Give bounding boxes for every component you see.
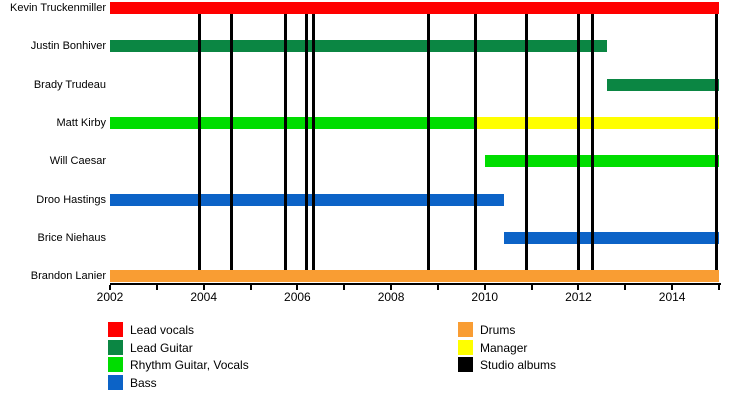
- timeline-bar-segment: [484, 155, 719, 168]
- studio-album-line: [715, 14, 719, 270]
- axis-tick: [390, 285, 393, 290]
- studio-album-line: [230, 14, 234, 270]
- axis-tick-label: 2002: [96, 290, 124, 304]
- studio-album-line: [284, 14, 288, 270]
- member-label: Droo Hastings: [36, 193, 106, 206]
- axis-tick: [436, 285, 439, 290]
- studio-album-line: [305, 14, 309, 270]
- legend-label: Studio albums: [480, 358, 557, 373]
- timeline-bar-segment: [110, 116, 476, 129]
- timeline-bar-segment: [110, 2, 719, 14]
- studio-album-line: [312, 14, 316, 270]
- member-label: Justin Bonhiver: [30, 40, 106, 53]
- axis-tick: [343, 285, 346, 290]
- legend-swatch-lead-guitar: [108, 339, 123, 355]
- axis-tick: [577, 285, 580, 290]
- legend-label: Drums: [480, 323, 516, 337]
- legend-label: Lead vocals: [130, 323, 195, 337]
- studio-album-line: [576, 14, 580, 270]
- legend-label: Lead Guitar: [130, 340, 193, 355]
- studio-album-line: [591, 14, 594, 270]
- legend-swatch-bass: [108, 374, 123, 390]
- axis-tick: [202, 285, 205, 290]
- axis-tick-label: 2010: [471, 290, 499, 304]
- axis-tick-label: 2014: [658, 290, 686, 304]
- axis-tick-label: 2012: [565, 290, 592, 304]
- member-label: Brice Niehaus: [37, 231, 106, 244]
- legend-swatch-drums: [458, 322, 473, 337]
- axis-tick: [671, 285, 674, 290]
- timeline-bar-segment: [503, 231, 719, 244]
- axis-tick-label: 2004: [190, 290, 218, 304]
- axis-tick-label: 2006: [284, 290, 311, 304]
- axis-tick: [296, 285, 299, 290]
- axis-tick-label: 2008: [377, 290, 405, 304]
- timeline-bar-segment: [110, 40, 607, 53]
- member-label: Brady Trudeau: [33, 78, 106, 91]
- axis-tick: [530, 285, 533, 290]
- legend-swatch-studio-albums: [458, 357, 473, 373]
- member-label: Will Caesar: [49, 155, 106, 168]
- axis-tick: [624, 285, 627, 290]
- legend-swatch-lead-vocals: [108, 322, 123, 337]
- axis-tick: [718, 285, 720, 290]
- legend-label: Rhythm Guitar, Vocals: [130, 358, 249, 373]
- legend-swatch-rhythm-guitar-vocals: [108, 357, 123, 373]
- member-label: Brandon Lanier: [30, 270, 106, 283]
- studio-album-line: [525, 14, 529, 270]
- legend-label: Manager: [480, 340, 528, 355]
- timeline-bar-segment: [110, 270, 719, 283]
- x-axis-line: [110, 283, 721, 285]
- timeline-bar-segment: [606, 78, 719, 91]
- studio-album-line: [197, 14, 201, 270]
- axis-tick: [155, 285, 158, 290]
- legend-swatch-manager: [458, 339, 473, 355]
- studio-album-line: [427, 14, 431, 270]
- member-label: Matt Kirby: [56, 116, 106, 129]
- timeline-bar-segment: [475, 116, 719, 129]
- member-label: Kevin Truckenmiller: [10, 2, 106, 14]
- legend-label: Bass: [130, 375, 157, 390]
- axis-tick: [249, 285, 252, 290]
- axis-tick: [483, 285, 486, 290]
- axis-tick: [109, 285, 111, 290]
- studio-album-line: [473, 14, 477, 270]
